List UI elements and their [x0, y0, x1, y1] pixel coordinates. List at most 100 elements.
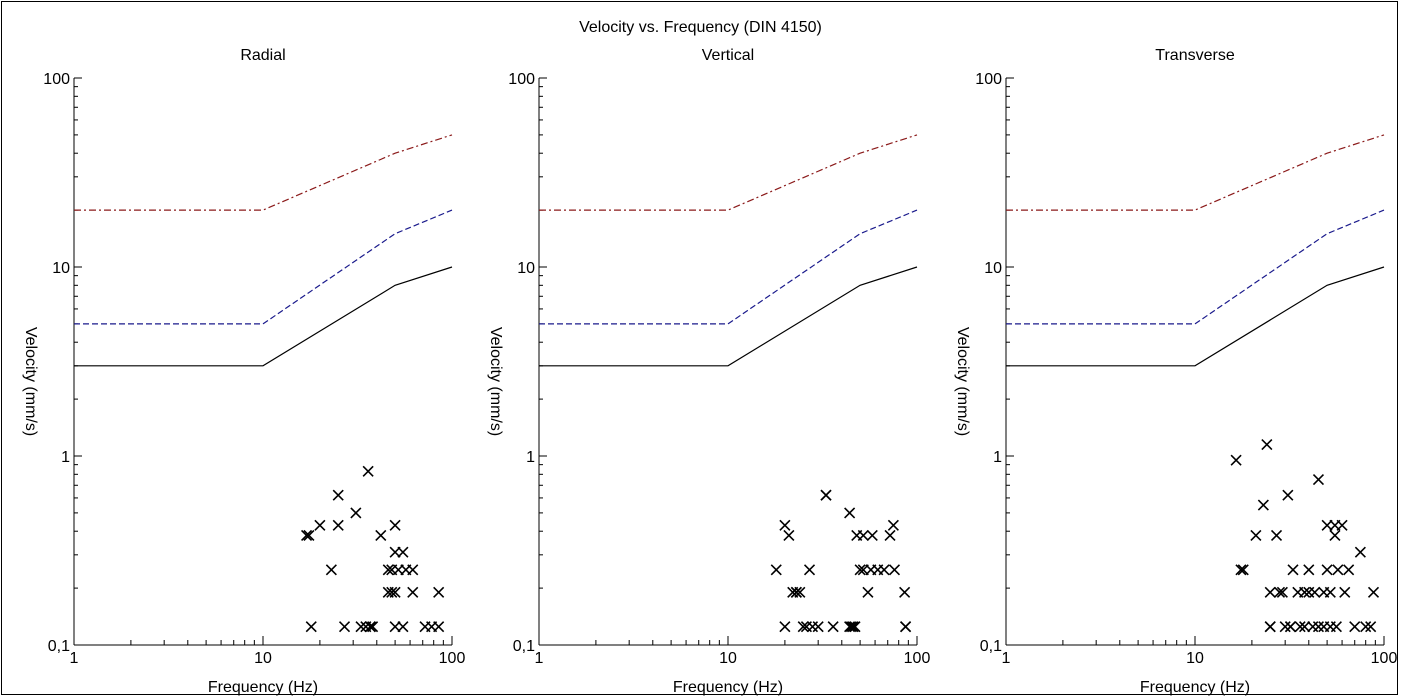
data-point	[847, 621, 859, 633]
data-point	[857, 529, 869, 541]
chart-title: Radial	[240, 47, 285, 64]
data-point	[812, 621, 824, 633]
data-point	[854, 564, 866, 576]
data-point	[1367, 586, 1380, 598]
data-point	[407, 564, 419, 576]
x-tick-label: 100	[439, 650, 466, 667]
y-tick-label: 100	[975, 71, 1002, 88]
data-point	[1321, 519, 1333, 531]
data-point	[1336, 519, 1348, 531]
data-point	[1282, 489, 1294, 501]
data-point	[332, 489, 344, 501]
x-tick-label: 10	[1186, 650, 1204, 667]
x-tick-label: 1	[70, 650, 79, 667]
data-point	[397, 621, 409, 633]
data-point	[332, 519, 344, 531]
data-point	[1330, 621, 1342, 633]
data-point	[1250, 529, 1262, 541]
data-point	[1309, 586, 1321, 598]
data-point	[305, 621, 317, 633]
data-point	[1273, 586, 1286, 598]
data-point	[1307, 621, 1319, 633]
data-point	[1299, 621, 1311, 633]
data-point	[362, 465, 374, 477]
data-point	[827, 621, 839, 633]
data-point	[367, 621, 379, 633]
page-title: Velocity vs. Frequency (DIN 4150)	[579, 19, 822, 36]
data-point	[303, 529, 315, 541]
y-tick-label: 0,1	[48, 638, 70, 655]
y-tick-label: 10	[517, 260, 535, 277]
data-point	[1264, 586, 1276, 598]
data-point	[1339, 586, 1351, 598]
y-tick-label: 0,1	[980, 638, 1002, 655]
limit-line-3	[539, 134, 918, 211]
data-point	[803, 564, 816, 576]
data-point	[820, 489, 832, 501]
data-point	[884, 529, 896, 541]
data-point	[386, 586, 398, 598]
data-point	[806, 621, 819, 633]
x-tick-label: 10	[719, 650, 737, 667]
data-point	[797, 621, 809, 633]
y-axis-label: Velocity (mm/s)	[487, 327, 504, 436]
data-point	[1354, 546, 1366, 558]
x-tick-label: 10	[254, 650, 272, 667]
x-axis-label: Frequency (Hz)	[1140, 679, 1250, 696]
data-point	[1230, 454, 1242, 466]
data-point	[844, 621, 856, 633]
data-point	[1237, 564, 1249, 576]
y-tick-label: 1	[993, 449, 1002, 466]
limit-line-1	[1006, 266, 1385, 367]
x-axis-label: Frequency (Hz)	[673, 679, 783, 696]
data-point	[887, 519, 899, 531]
data-point	[1264, 621, 1276, 633]
data-point	[1343, 564, 1355, 576]
data-point	[1276, 586, 1288, 598]
data-point	[794, 586, 806, 598]
data-point	[382, 564, 394, 576]
data-point	[1324, 586, 1336, 598]
data-point	[375, 529, 387, 541]
x-tick-label: 100	[1371, 650, 1398, 667]
data-point	[389, 586, 401, 598]
data-point	[350, 507, 362, 519]
data-point	[790, 586, 802, 598]
data-point	[389, 546, 401, 558]
chart-title: Vertical	[702, 47, 754, 64]
data-point	[866, 529, 878, 541]
data-point	[1257, 499, 1269, 511]
data-point	[779, 621, 791, 633]
y-tick-label: 1	[526, 449, 535, 466]
data-point	[888, 564, 901, 576]
y-tick-label: 10	[984, 260, 1002, 277]
data-point	[389, 621, 401, 633]
data-point	[1365, 621, 1377, 633]
data-point	[899, 586, 911, 598]
data-point	[355, 621, 367, 633]
data-point	[433, 621, 445, 633]
data-point	[783, 529, 795, 541]
data-point	[862, 586, 874, 598]
data-point	[1294, 621, 1306, 633]
y-axis-label: Velocity (mm/s)	[954, 327, 971, 436]
data-point	[364, 621, 376, 633]
chart-title: Transverse	[1155, 47, 1235, 64]
data-point	[433, 586, 445, 598]
y-tick-label: 10	[52, 260, 70, 277]
data-point	[389, 519, 401, 531]
data-point	[1299, 586, 1311, 598]
limit-line-2	[1006, 209, 1385, 325]
y-tick-label: 100	[508, 71, 535, 88]
data-point	[845, 621, 858, 633]
limit-line-3	[1006, 134, 1385, 211]
data-point	[900, 621, 912, 633]
x-tick-label: 100	[904, 650, 931, 667]
data-point	[407, 586, 419, 598]
data-point	[1261, 438, 1273, 451]
